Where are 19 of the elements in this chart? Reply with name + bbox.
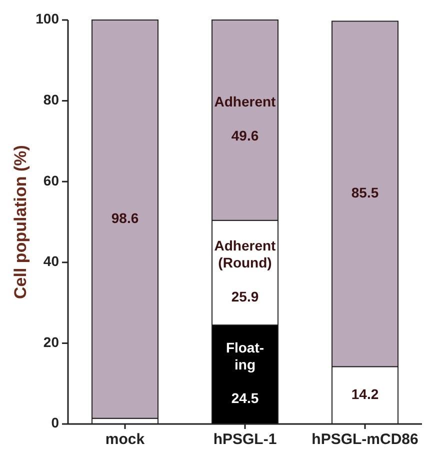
data-label: 49.6: [231, 127, 259, 144]
series-label: Adherent: [214, 94, 276, 110]
data-label: 14.2: [351, 386, 379, 402]
x-tick-label: hPSGL-mCD86: [312, 431, 418, 448]
data-label: 25.9: [231, 288, 259, 304]
y-tick-label: 0: [51, 414, 60, 431]
y-tick-label: 40: [43, 253, 60, 270]
x-tick-label: mock: [105, 431, 146, 448]
x-tick-label: hPSGL-1: [213, 431, 277, 448]
y-tick-label: 100: [36, 10, 60, 27]
data-label: 24.5: [231, 390, 259, 406]
data-label: 85.5: [351, 184, 379, 201]
data-label: 98.6: [111, 210, 139, 226]
y-axis-title: Cell population (%): [11, 145, 30, 299]
series-label: Float-ing: [226, 339, 264, 372]
y-tick-label: 60: [43, 172, 60, 188]
y-tick-label: 80: [43, 92, 60, 108]
series-label: Adherent (Round): [214, 238, 276, 271]
y-tick-label: 20: [43, 334, 60, 350]
